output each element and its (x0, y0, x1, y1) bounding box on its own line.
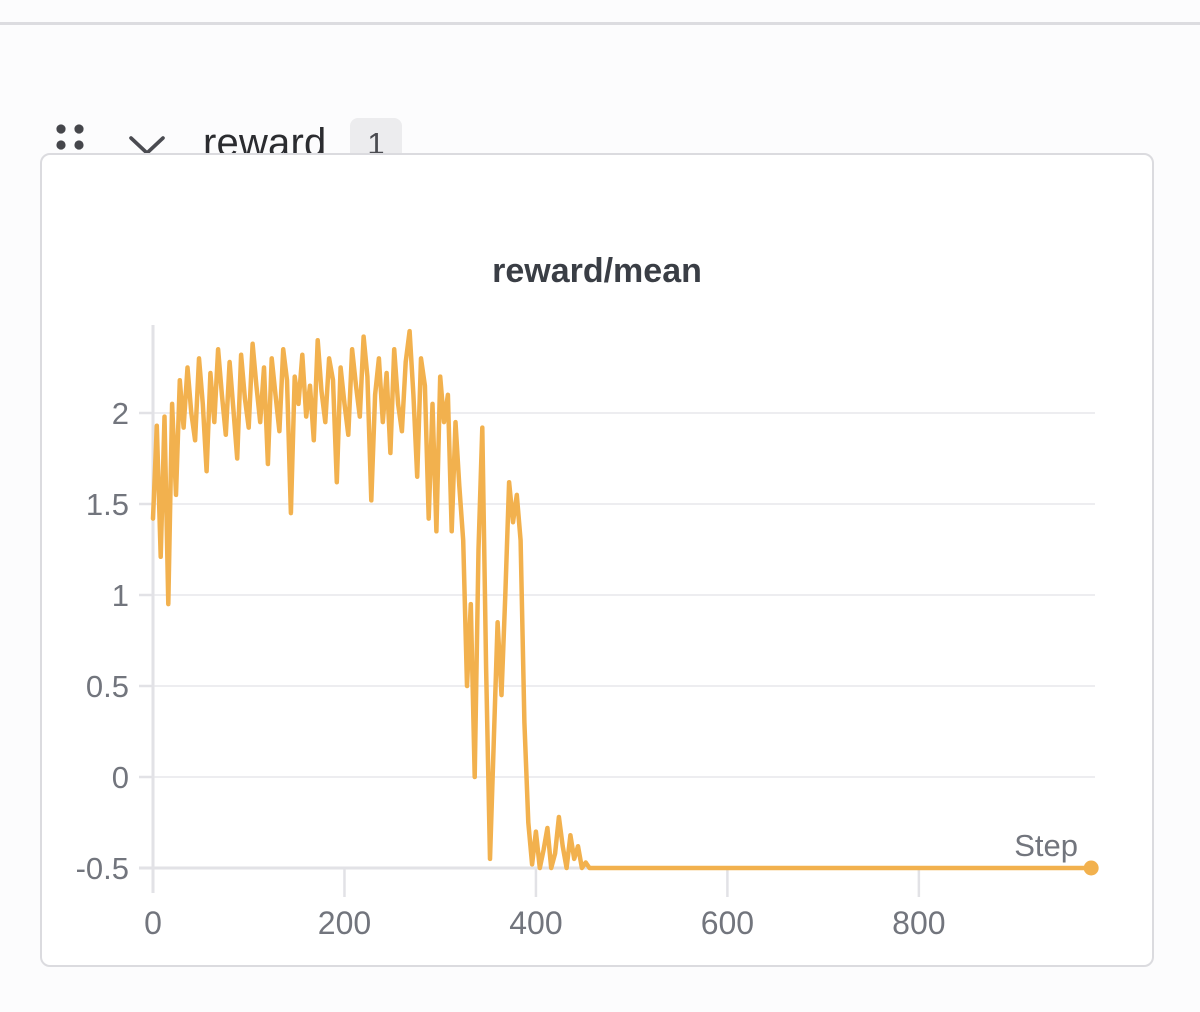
panel-section-header: reward 1 (0, 55, 1200, 169)
section-divider (0, 22, 1200, 25)
chart-title: reward/mean (492, 252, 702, 290)
